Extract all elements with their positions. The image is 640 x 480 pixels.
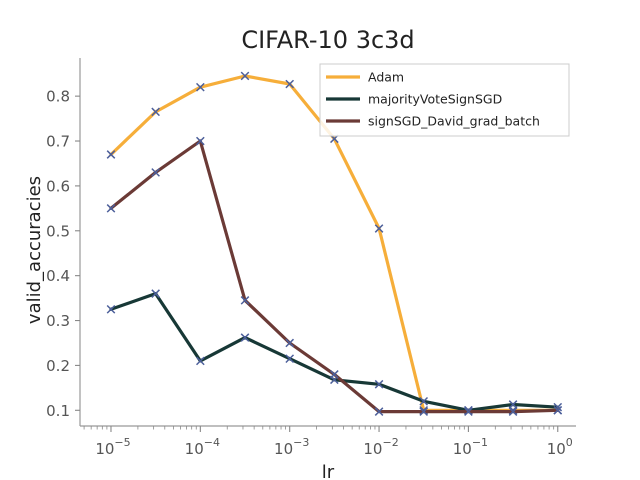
- marker-stroke: [285, 338, 295, 348]
- x-tick-exponent: −4: [204, 436, 220, 449]
- data-point: [464, 407, 473, 416]
- data-point: [106, 150, 116, 159]
- marker-stroke: [553, 405, 563, 415]
- data-point: [285, 338, 295, 348]
- legend-box: [319, 63, 570, 137]
- series-layer: [106, 71, 563, 416]
- data-point: [151, 168, 160, 177]
- x-tick-label: 10−2: [363, 436, 398, 458]
- legend-label: Adam: [368, 70, 404, 85]
- marker-stroke: [508, 407, 518, 416]
- y-tick-label: 0.4: [46, 267, 70, 285]
- series-majorityVoteSignSGD: [106, 289, 563, 415]
- x-tick-exponent: −3: [293, 436, 309, 449]
- data-point: [240, 333, 250, 342]
- marker-stroke: [374, 379, 384, 389]
- y-tick-label: 0.8: [46, 88, 70, 106]
- marker-stroke: [106, 304, 116, 314]
- marker-stroke: [196, 82, 205, 92]
- data-point: [151, 107, 160, 117]
- legend: Adam majorityVoteSignSGD signSGD_David_gra…: [319, 63, 570, 137]
- marker-stroke: [240, 71, 250, 81]
- data-point: [196, 82, 205, 92]
- marker-stroke: [508, 400, 518, 409]
- x-tick-base: 10: [274, 440, 293, 458]
- y-tick-label: 0.3: [46, 312, 70, 330]
- data-point: [374, 379, 384, 389]
- marker-stroke: [419, 396, 429, 406]
- y-axis-label: valid_accuracies: [24, 176, 45, 324]
- x-axis-ticks: 10−5 10−4 10−3 10−2 10−1 100: [83, 426, 573, 458]
- marker-stroke: [374, 407, 384, 416]
- legend-label: signSGD_David_grad_batch: [368, 114, 540, 129]
- data-point: [553, 405, 563, 415]
- marker-stroke: [419, 407, 429, 416]
- x-tick-label: 10−4: [185, 436, 220, 458]
- series-signSGD_David_grad_batch: [106, 136, 563, 416]
- data-point: [285, 79, 295, 89]
- marker-stroke: [151, 168, 160, 177]
- data-point: [330, 370, 339, 379]
- marker-stroke: [240, 333, 250, 342]
- y-tick-label: 0.2: [46, 357, 70, 375]
- data-point: [508, 407, 518, 416]
- data-point: [374, 224, 384, 233]
- x-tick-exponent: −1: [472, 436, 488, 449]
- chart-title: CIFAR-10 3c3d: [241, 26, 414, 54]
- marker-stroke: [196, 136, 205, 146]
- y-tick-label: 0.5: [46, 222, 70, 240]
- x-tick-base: 10: [185, 440, 204, 458]
- y-axis-ticks: 0.1 0.2 0.3 0.4 0.5 0.6 0.7 0.8: [46, 88, 80, 420]
- marker-stroke: [196, 356, 205, 366]
- x-tick-exponent: −2: [382, 436, 398, 449]
- y-tick-label: 0.6: [46, 177, 70, 195]
- y-tick-label: 0.1: [46, 402, 70, 420]
- data-point: [285, 354, 295, 364]
- data-point: [508, 400, 518, 409]
- x-tick-exponent: −5: [114, 436, 130, 449]
- data-point: [106, 204, 116, 213]
- y-tick-label: 0.7: [46, 133, 70, 151]
- x-tick-label: 100: [547, 436, 573, 458]
- data-point: [106, 304, 116, 314]
- marker-stroke: [330, 370, 339, 379]
- series-line: [109, 292, 560, 412]
- marker-stroke: [106, 150, 116, 159]
- marker-stroke: [106, 204, 116, 213]
- data-point: [196, 136, 205, 146]
- data-point: [419, 407, 429, 416]
- data-point: [196, 356, 205, 366]
- marker-stroke: [151, 107, 160, 117]
- axes: [79, 58, 576, 427]
- marker-stroke: [374, 224, 384, 233]
- x-tick-base: 10: [453, 440, 472, 458]
- x-tick-label: 10−1: [453, 436, 488, 458]
- marker-stroke: [151, 289, 160, 298]
- data-point: [374, 407, 384, 416]
- data-point: [240, 71, 250, 81]
- marker-stroke: [240, 296, 250, 305]
- series-line: [109, 139, 560, 414]
- marker-stroke: [464, 407, 473, 416]
- x-tick-exponent: 0: [566, 436, 573, 449]
- x-axis-label: lr: [322, 462, 335, 480]
- x-tick-base: 10: [95, 440, 114, 458]
- data-point: [240, 296, 250, 305]
- x-tick-base: 10: [363, 440, 382, 458]
- x-tick-label: 10−5: [95, 436, 130, 458]
- marker-stroke: [285, 354, 295, 364]
- x-tick-base: 10: [547, 440, 566, 458]
- legend-label: majorityVoteSignSGD: [368, 92, 502, 107]
- data-point: [151, 289, 160, 298]
- data-point: [419, 396, 429, 406]
- marker-stroke: [285, 79, 295, 89]
- x-tick-label: 10−3: [274, 436, 309, 458]
